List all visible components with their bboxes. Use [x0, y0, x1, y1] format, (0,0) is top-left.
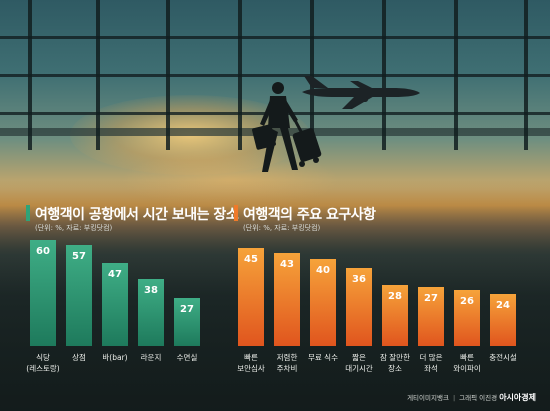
category-label: 빠른 보안심사 [237, 353, 265, 373]
airplane-icon [302, 76, 420, 109]
window-mullion [454, 0, 458, 150]
bar-value-label: 26 [460, 295, 474, 307]
bar [418, 287, 444, 346]
window-mullion [28, 0, 32, 150]
right-title-accent [234, 205, 238, 221]
bar-value-label: 40 [316, 265, 330, 277]
window-mullion [238, 0, 242, 150]
credit-line: 게티이미지뱅크 | 그래픽 이진경 아시아경제 [407, 393, 536, 402]
window-transom [0, 36, 550, 39]
category-label: 무료 식수 [308, 353, 338, 362]
window-mullion [524, 0, 528, 150]
bar-value-label: 60 [36, 245, 50, 257]
category-label: 수면실 [176, 353, 198, 362]
photo-credit: 게티이미지뱅크 [407, 394, 449, 402]
category-label: 라운지 [140, 353, 162, 362]
category-label: 잠 잘만한 장소 [380, 353, 410, 373]
bar [238, 248, 264, 346]
bar [454, 289, 480, 346]
window-mullion [382, 0, 386, 150]
window-mullion [166, 0, 170, 150]
bar-value-label: 24 [496, 299, 510, 311]
bar [66, 245, 92, 346]
bar-value-label: 28 [388, 291, 402, 303]
left-chart-title: 여행객이 공항에서 시간 보내는 장소 [35, 207, 239, 223]
category-label: 충전시설 [489, 353, 517, 362]
bar-value-label: 45 [244, 254, 258, 266]
bar-value-label: 47 [108, 268, 122, 280]
bar [30, 239, 56, 346]
category-label: 더 많은 좌석 [419, 353, 443, 373]
bar [102, 262, 128, 346]
bar [490, 293, 516, 346]
category-label: 상점 [72, 353, 86, 362]
bar-value-label: 38 [144, 284, 158, 296]
category-label: 짧은 대기시간 [345, 353, 373, 373]
window-transom [0, 74, 550, 77]
graphic-credit: 그래픽 이진경 [459, 394, 498, 402]
bar [382, 285, 408, 346]
bar-value-label: 27 [180, 304, 194, 316]
right-chart-note: (단위: %, 자료: 부킹닷컴) [243, 224, 321, 232]
bar [274, 252, 300, 346]
bar-value-label: 57 [72, 251, 86, 263]
bar-value-label: 27 [424, 293, 438, 305]
category-label: 식당 (레스토랑) [26, 353, 60, 373]
bar [138, 278, 164, 346]
bar [310, 259, 336, 346]
traveler-silhouette-icon [252, 82, 322, 172]
window-mullion [310, 0, 314, 150]
brand-logo: 아시아경제 [499, 393, 536, 402]
bar [346, 267, 372, 346]
window-mullion [96, 0, 100, 150]
bar-value-label: 43 [280, 258, 294, 270]
bar-value-label: 36 [352, 273, 366, 285]
category-label: 바(bar) [102, 353, 128, 362]
left-chart-note: (단위: %, 자료: 부킹닷컴) [35, 224, 113, 232]
left-title-accent [26, 205, 30, 221]
category-label: 빠른 와이파이 [453, 353, 481, 373]
category-label: 저렴한 주차비 [276, 353, 298, 373]
bar [174, 298, 200, 346]
right-chart-title: 여행객의 주요 요구사항 [243, 207, 376, 223]
